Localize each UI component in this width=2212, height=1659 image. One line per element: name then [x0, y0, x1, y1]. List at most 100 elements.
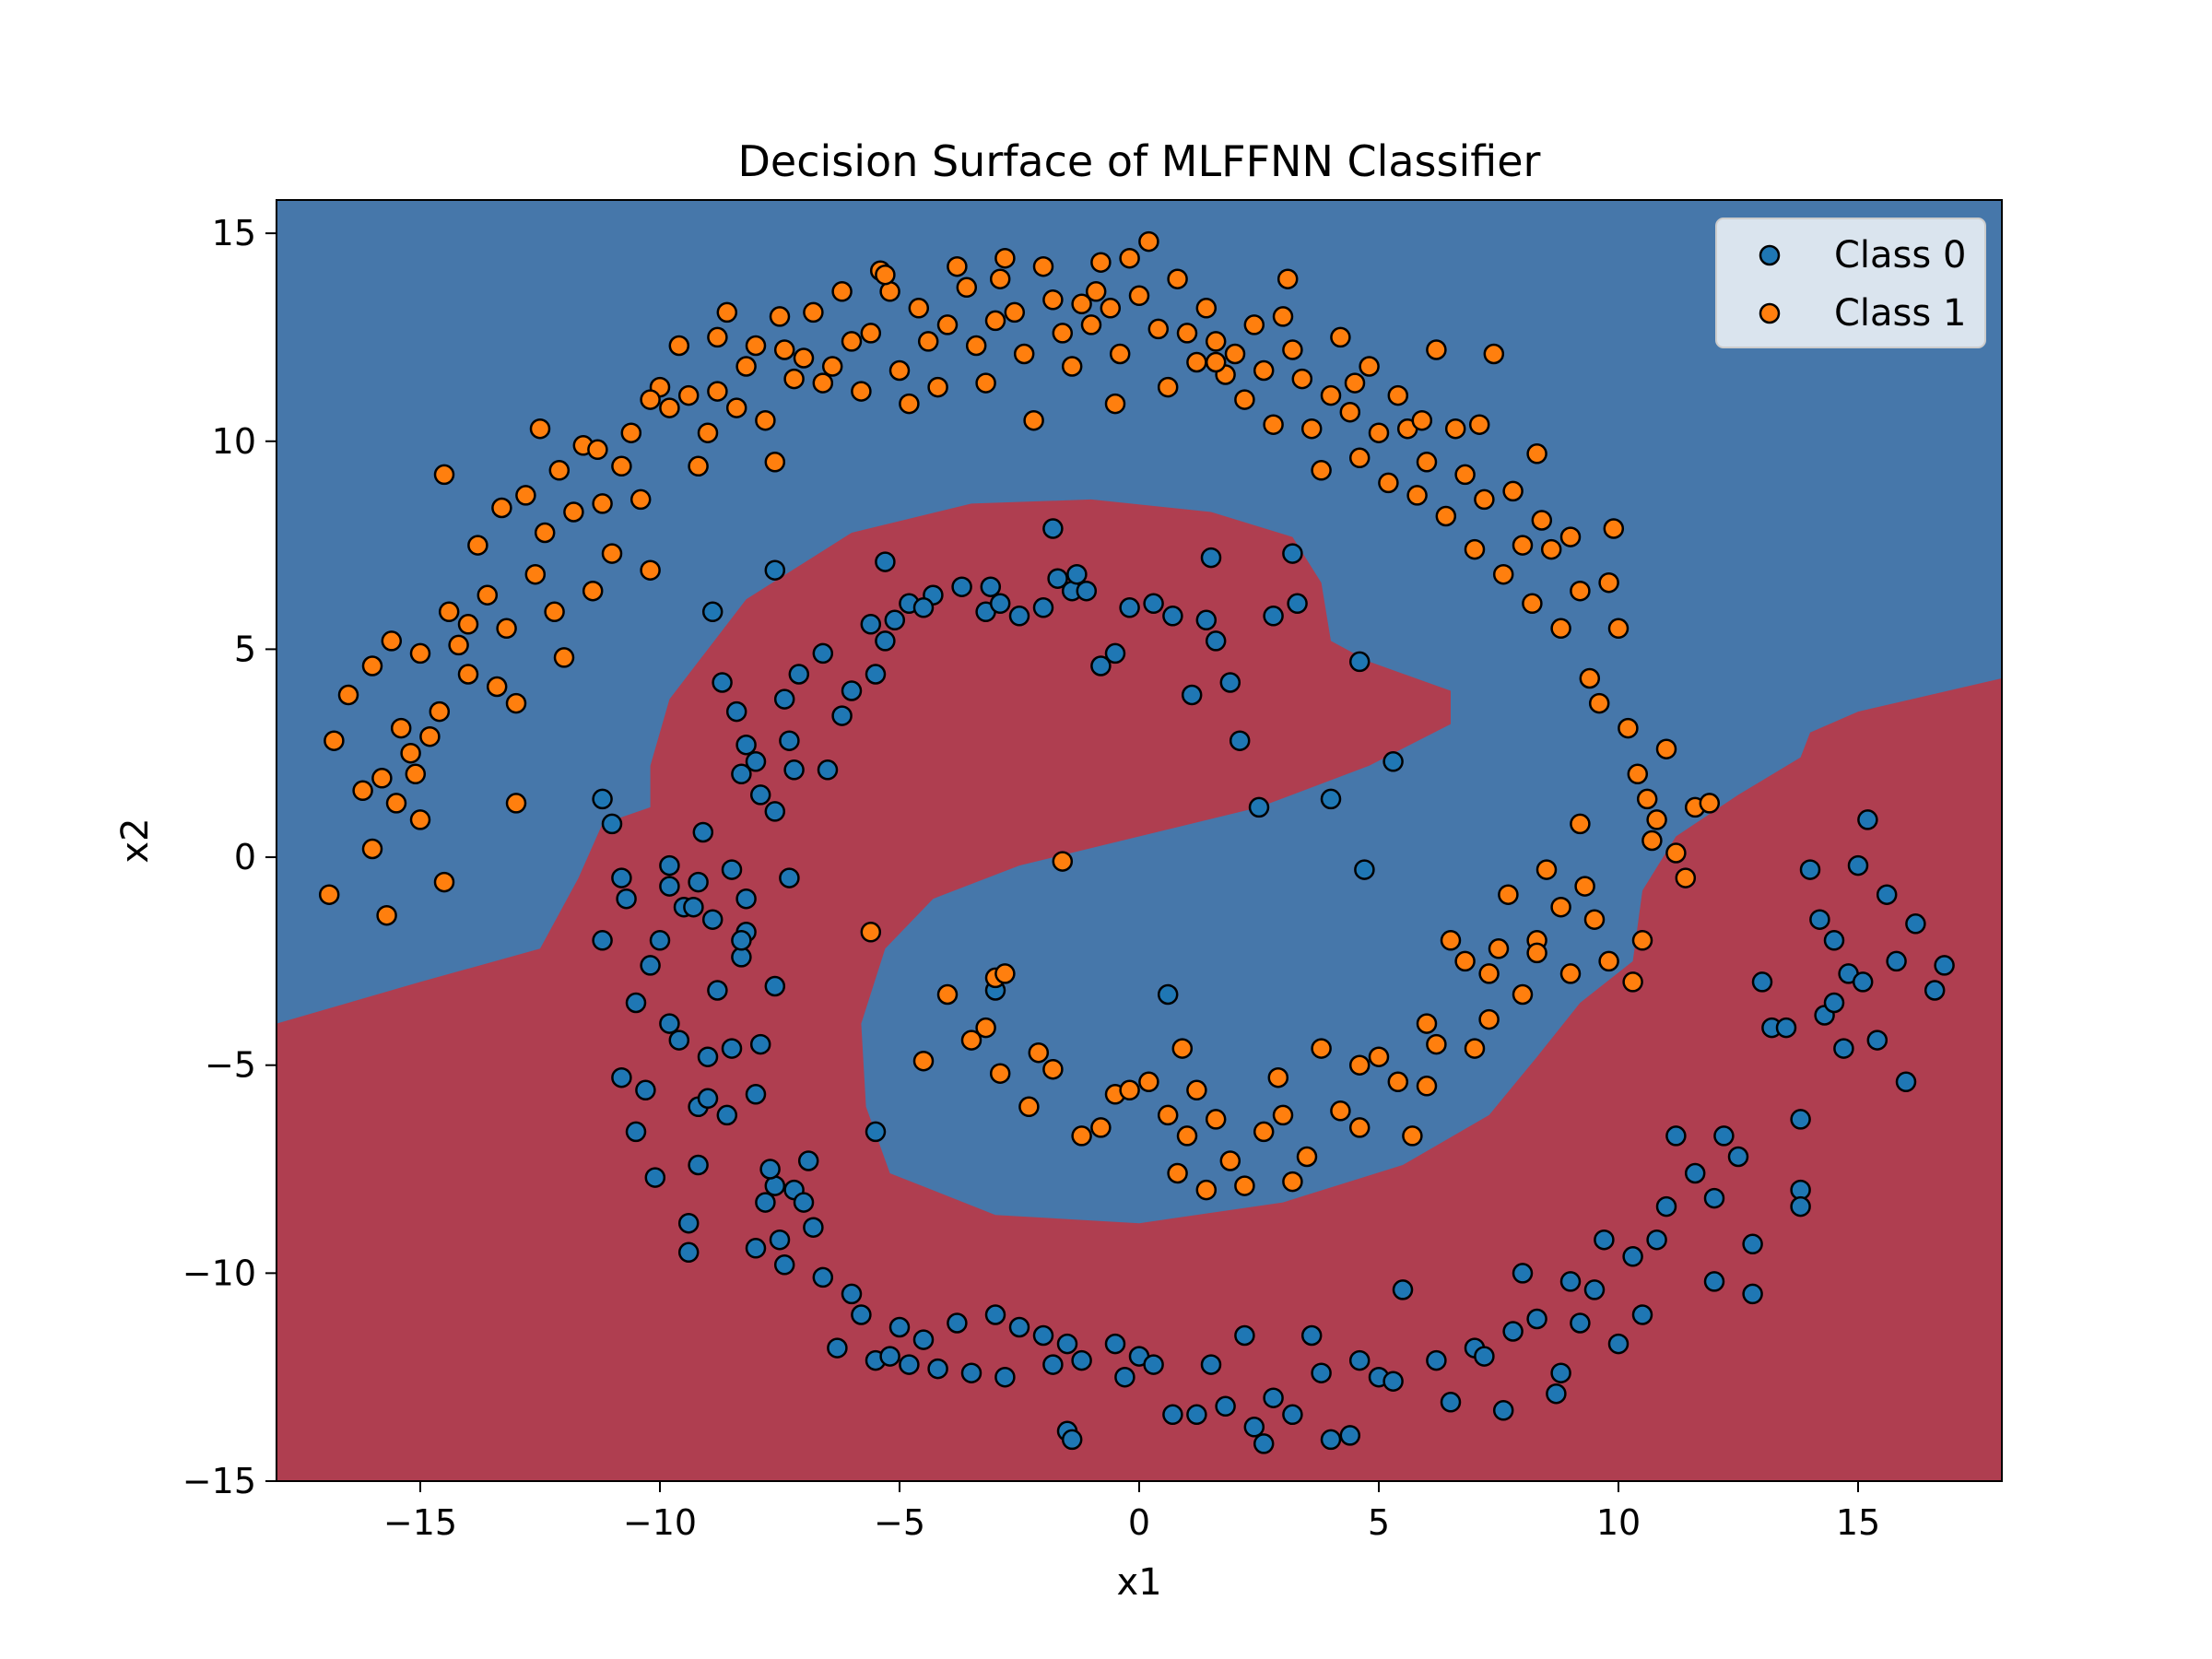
class-1-point [491, 497, 512, 519]
class-1-point [1032, 255, 1054, 277]
class-0-point [1186, 1404, 1207, 1426]
class-0-point [1655, 1195, 1677, 1218]
class-1-point [1550, 896, 1571, 918]
class-1-point [989, 1063, 1011, 1084]
class-1-point [1474, 488, 1495, 511]
class-0-point [827, 1337, 848, 1359]
class-0-point [1263, 1387, 1284, 1408]
class-1-point [912, 1050, 935, 1072]
legend-label-class-1: Class 1 [1834, 292, 1966, 335]
class-0-point [793, 1192, 815, 1213]
class-0-point [640, 955, 661, 976]
class-1-point [1263, 414, 1284, 435]
class-1-point [433, 464, 455, 486]
legend-box [1715, 218, 1986, 348]
class-0-point [788, 664, 810, 685]
class-1-point [486, 676, 508, 698]
class-0-point [1790, 1195, 1811, 1218]
class-0-point [1042, 1354, 1064, 1375]
class-1-point [1435, 505, 1457, 527]
class-0-point [1076, 580, 1098, 602]
class-0-point [1583, 1279, 1606, 1300]
class-0-point [1924, 980, 1946, 1001]
class-0-point [1066, 563, 1088, 585]
class-1-point [1631, 930, 1653, 951]
class-0-point [1684, 1162, 1706, 1184]
x-tick-label: −5 [874, 1502, 925, 1543]
class-1-point [1699, 793, 1721, 814]
class-1-point [1618, 717, 1639, 739]
class-1-point [875, 264, 896, 286]
class-0-point [1790, 1109, 1811, 1130]
class-1-point [1675, 867, 1697, 888]
class-1-point [563, 501, 584, 523]
class-1-point [1311, 460, 1332, 481]
class-1-point [1579, 667, 1601, 689]
class-0-point [701, 909, 724, 930]
class-0-point [1311, 1362, 1332, 1383]
class-0-point [659, 1013, 680, 1034]
class-1-point [773, 339, 795, 360]
class-0-point [1234, 1324, 1255, 1347]
class-1-point [1492, 563, 1514, 585]
class-1-point [515, 485, 536, 506]
class-0-point [1032, 597, 1054, 618]
class-1-point [1627, 763, 1649, 785]
x-tick-label: 15 [1836, 1502, 1880, 1543]
class-0-point [1200, 1354, 1222, 1375]
class-1-point [1013, 343, 1035, 365]
class-0-point [683, 896, 704, 918]
class-1-point [1416, 1013, 1438, 1034]
class-1-point [769, 306, 791, 327]
class-0-point [1751, 971, 1773, 993]
class-0-point [841, 1283, 863, 1305]
class-0-point [1607, 1333, 1630, 1355]
class-0-point [616, 888, 637, 910]
class-1-point [1348, 447, 1371, 469]
class-1-point [1272, 306, 1294, 327]
class-1-point [1147, 318, 1170, 340]
class-0-point [592, 788, 613, 810]
class-1-point [1300, 418, 1323, 440]
class-0-point [1594, 1229, 1615, 1251]
class-1-point [994, 963, 1016, 984]
class-0-point [1526, 1308, 1547, 1330]
class-1-point [707, 326, 728, 348]
class-0-point [592, 930, 613, 951]
class-1-point [1646, 809, 1667, 830]
class-1-point [956, 276, 978, 299]
class-0-point [851, 1304, 872, 1325]
class-1-point [524, 563, 547, 585]
class-1-point [1119, 1079, 1140, 1101]
class-0-point [1492, 1400, 1514, 1421]
class-1-point [352, 780, 373, 802]
class-1-point [1603, 518, 1625, 539]
class-1-point [1224, 343, 1246, 365]
class-1-point [1526, 443, 1547, 465]
class-1-point [821, 356, 843, 377]
class-0-point [1157, 983, 1179, 1006]
class-1-point [1061, 356, 1083, 377]
class-1-point [1195, 298, 1218, 319]
class-1-point [1598, 571, 1619, 594]
class-1-point [1348, 1054, 1371, 1076]
x-tick-label: 5 [1368, 1502, 1390, 1543]
class-1-point [457, 614, 479, 635]
class-1-point [764, 452, 786, 473]
class-0-point [677, 1212, 700, 1234]
class-0-point [635, 1079, 656, 1101]
class-1-point [1157, 376, 1179, 398]
class-1-point [496, 618, 517, 640]
class-0-point [1833, 1038, 1854, 1059]
class-1-point [975, 1017, 996, 1039]
class-0-point [677, 1241, 700, 1264]
class-1-point [1234, 1175, 1255, 1196]
class-0-point [1895, 1071, 1917, 1093]
class-0-point [912, 597, 935, 618]
class-0-point [1047, 568, 1068, 589]
class-1-point [587, 439, 608, 461]
class-1-point [697, 422, 719, 443]
class-1-point [1219, 1150, 1241, 1171]
class-0-point [1056, 1333, 1078, 1355]
class-1-point [716, 301, 738, 324]
